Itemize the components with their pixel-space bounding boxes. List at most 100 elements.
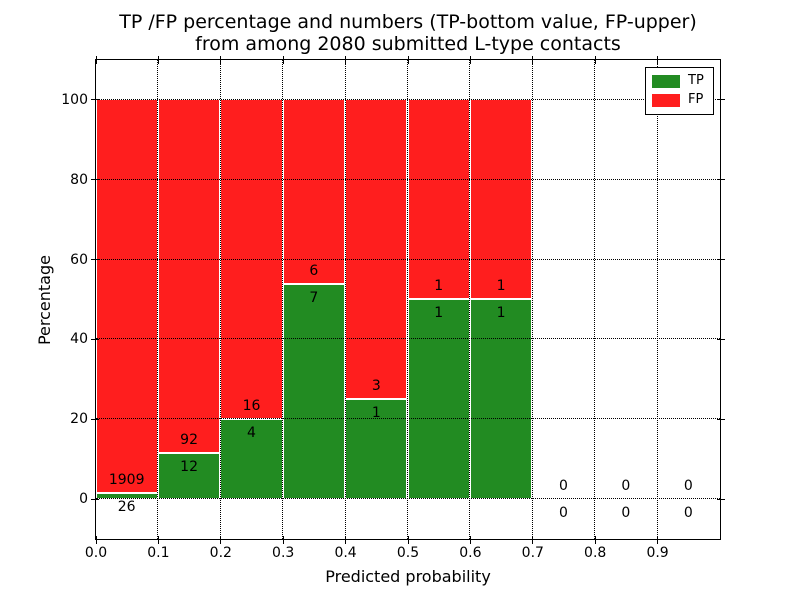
bar-tp-4 (345, 398, 408, 499)
x-tick-label-0.8: 0.8 (584, 545, 607, 561)
x-tick-bottom-0.9 (657, 535, 659, 544)
tp-count-label-4: 1 (371, 404, 381, 421)
y-tick-right-100 (716, 99, 725, 101)
legend: TP FP (645, 67, 714, 115)
x-tick-top-0.2 (220, 56, 222, 64)
y-tick-label-60: 60 (70, 251, 88, 268)
y-tick-left-100 (91, 99, 99, 101)
bar-fp-3 (282, 99, 346, 284)
y-tick-left-80 (91, 179, 99, 181)
tp-color-swatch (652, 74, 680, 88)
y-tick-right-60 (716, 259, 725, 261)
tp-count-label-5: 1 (434, 305, 444, 321)
x-tick-bottom-0.5 (407, 535, 409, 544)
y-tick-left-0 (91, 498, 99, 500)
x-tick-bottom-0.4 (345, 535, 347, 544)
y-tick-label-20: 20 (70, 411, 88, 428)
gridline-v-0.8 (594, 59, 596, 539)
x-axis-title: Predicted probability (325, 567, 491, 586)
x-tick-bottom-0.0 (95, 535, 97, 544)
bar-fp-5 (407, 99, 470, 299)
x-tick-label-0.6: 0.6 (459, 545, 482, 561)
y-tick-left-60 (91, 259, 99, 261)
x-tick-label-0.7: 0.7 (521, 545, 544, 561)
gridline-v-0.1 (157, 59, 159, 539)
tp-count-label-8: 0 (621, 504, 631, 521)
bar-tp-1 (157, 452, 221, 499)
tp-count-label-6: 1 (496, 305, 506, 321)
x-tick-label-0.4: 0.4 (334, 545, 357, 561)
x-tick-label-0.0: 0.0 (84, 545, 108, 561)
fp-count-label-7: 0 (559, 477, 568, 494)
tp-count-label-3: 7 (309, 289, 319, 306)
gridline-v-0.3 (282, 59, 284, 539)
x-tick-top-0.4 (345, 56, 347, 64)
chart-title-line2: from among 2080 submitted L-type contact… (195, 33, 621, 55)
legend-label-tp: TP (688, 73, 704, 89)
fp-count-label-5: 1 (434, 278, 444, 294)
x-tick-top-0.6 (469, 56, 471, 64)
fp-count-label-1: 92 (180, 431, 198, 448)
tp-count-label-2: 4 (247, 424, 256, 441)
x-tick-label-0.2: 0.2 (209, 545, 232, 561)
x-tick-top-0.0 (95, 56, 97, 64)
x-tick-top-0.9 (657, 56, 659, 64)
bar-fp-6 (469, 99, 533, 299)
fp-count-label-2: 16 (242, 397, 261, 414)
x-tick-top-0.8 (594, 56, 596, 64)
legend-item-fp: FP (646, 92, 713, 108)
bar-tp-3 (282, 283, 346, 499)
x-tick-top-0.5 (407, 56, 409, 64)
x-tick-bottom-0.2 (220, 535, 222, 544)
bar-fp-1 (157, 99, 221, 453)
x-tick-bottom-0.6 (469, 535, 471, 544)
gridline-v-0.2 (219, 59, 221, 539)
gridline-v-0.5 (407, 59, 408, 539)
tp-count-label-0: 26 (117, 499, 136, 516)
x-tick-label-0.9: 0.9 (646, 545, 669, 561)
x-tick-top-0.1 (157, 56, 159, 64)
gridline-v-0.6 (469, 59, 471, 539)
gridline-v-0.7 (531, 59, 533, 539)
x-tick-bottom-0.8 (594, 535, 596, 544)
bar-tp-6 (469, 299, 533, 499)
fp-count-label-3: 6 (309, 262, 319, 279)
bar-tp-5 (407, 299, 470, 499)
chart-title-line1: TP /FP percentage and numbers (TP-bottom… (119, 11, 697, 33)
x-tick-label-0.1: 0.1 (147, 545, 170, 561)
bar-fp-4 (345, 99, 408, 399)
bar-tp-0 (95, 493, 158, 499)
y-tick-label-100: 100 (61, 91, 88, 108)
y-tick-label-40: 40 (70, 331, 88, 348)
legend-label-fp: FP (688, 92, 704, 108)
x-tick-bottom-0.1 (157, 535, 159, 544)
fp-color-swatch (652, 93, 680, 107)
tp-count-label-7: 0 (559, 504, 568, 521)
x-tick-top-0.3 (282, 56, 284, 64)
y-axis-title: Percentage (35, 255, 54, 346)
fp-count-label-8: 0 (621, 477, 631, 494)
plot-area: 1909 26 92 12 16 4 6 7 3 1 1 1 1 1 0 0 0 0 0 0 (94, 58, 721, 540)
x-tick-label-0.3: 0.3 (272, 545, 295, 561)
gridline-v-0.4 (344, 59, 346, 539)
y-tick-right-20 (716, 418, 725, 420)
y-tick-label-0: 0 (79, 491, 88, 508)
tp-count-label-9: 0 (683, 504, 693, 521)
x-tick-bottom-0.7 (532, 535, 534, 544)
x-tick-label-0.5: 0.5 (396, 545, 420, 561)
x-tick-top-0.7 (532, 56, 534, 64)
bar-fp-0 (95, 99, 158, 494)
y-tick-right-0 (716, 498, 725, 500)
fp-count-label-6: 1 (496, 278, 506, 294)
y-tick-right-80 (716, 179, 725, 181)
y-tick-label-80: 80 (70, 171, 88, 188)
legend-item-tp: TP (646, 73, 713, 89)
fp-count-label-9: 0 (683, 477, 693, 494)
fp-count-label-4: 3 (371, 377, 381, 394)
gridline-v-0.9 (656, 59, 658, 539)
tp-count-label-1: 12 (180, 458, 198, 475)
fp-count-label-0: 1909 (108, 472, 145, 489)
y-tick-left-20 (91, 418, 99, 420)
x-tick-bottom-0.3 (282, 535, 284, 544)
